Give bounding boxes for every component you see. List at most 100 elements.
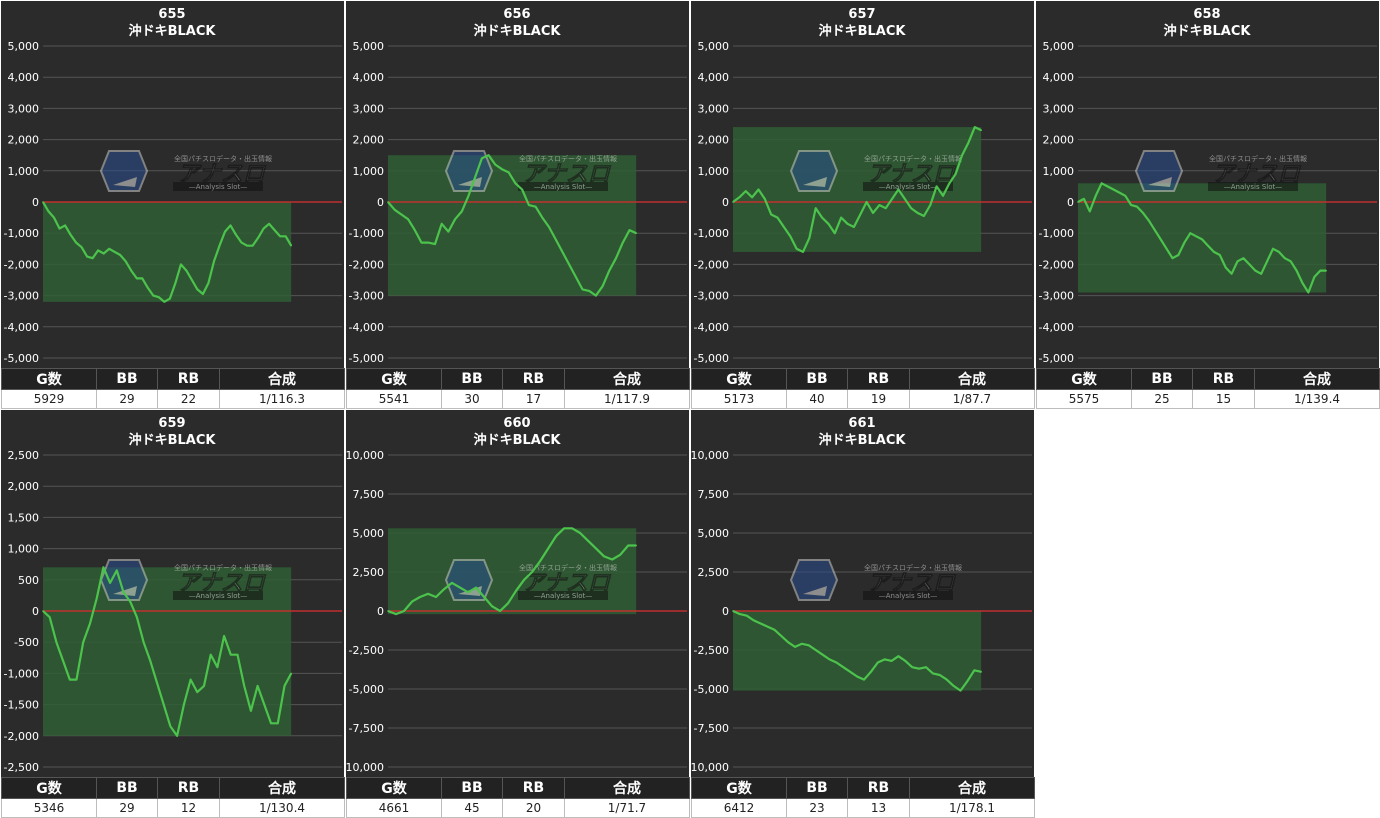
machine-number: 659 — [158, 416, 185, 431]
data-point — [842, 666, 845, 668]
logo-swoosh-icon — [113, 177, 137, 187]
data-point — [162, 703, 165, 706]
series-points — [1077, 182, 1327, 294]
series-line — [387, 527, 637, 616]
data-point — [523, 579, 525, 581]
data-point — [124, 260, 127, 263]
data-point — [180, 263, 182, 266]
data-point — [434, 243, 436, 245]
y-tick-label: -5,000 — [694, 352, 729, 365]
data-point — [122, 591, 125, 594]
stats-header: RB — [847, 777, 910, 799]
data-point — [808, 237, 811, 239]
machine-panel-656: 656 沖ドキBLACK 5,000 4,000 3,000 2,000 1,000 0 -1,… — [346, 1, 690, 409]
data-point — [169, 725, 172, 728]
data-point — [251, 244, 254, 247]
data-point — [828, 658, 831, 661]
y-tick-label: -4,000 — [4, 321, 39, 334]
data-point — [393, 209, 396, 211]
data-point — [1124, 194, 1127, 197]
data-point — [1165, 248, 1168, 250]
data-point — [435, 596, 437, 598]
data-point — [119, 254, 122, 256]
stats-header: G数 — [691, 368, 787, 390]
data-point — [47, 210, 50, 213]
data-point — [400, 213, 403, 216]
data-point — [773, 628, 776, 631]
data-point — [1094, 194, 1097, 197]
logo-swoosh-icon — [1148, 177, 1172, 187]
y-tick-label: -2,000 — [4, 258, 39, 271]
machine-name: 沖ドキBLACK — [129, 432, 217, 448]
data-point — [411, 600, 413, 603]
stats-header: 合成 — [219, 368, 345, 390]
data-point — [427, 241, 430, 244]
y-tick-label: -2,000 — [4, 730, 39, 743]
y-tick-label: -2,500 — [694, 644, 729, 657]
data-point — [1278, 251, 1280, 253]
data-point — [1230, 272, 1233, 275]
data-point — [108, 248, 110, 250]
data-point — [865, 201, 868, 203]
bb-value: 29 — [96, 389, 158, 409]
data-point — [528, 204, 530, 206]
data-point — [859, 213, 862, 216]
data-point — [561, 251, 564, 253]
data-point — [932, 672, 934, 675]
data-point — [229, 224, 232, 227]
data-point — [191, 279, 193, 281]
games-value: 4661 — [346, 798, 442, 818]
data-point — [115, 569, 118, 572]
bb-value: 30 — [441, 389, 503, 409]
machine-number: 656 — [503, 7, 530, 22]
data-point — [615, 257, 617, 259]
data-point — [414, 229, 416, 231]
data-point — [757, 188, 760, 191]
data-point — [849, 671, 851, 673]
y-tick-label: -2,500 — [349, 644, 384, 657]
y-tick-label: -4,000 — [694, 321, 729, 334]
data-point — [129, 600, 131, 603]
data-point — [91, 257, 94, 259]
data-point — [776, 216, 779, 219]
y-tick-label: 5,000 — [353, 40, 385, 53]
y-tick-label: -3,000 — [694, 290, 729, 303]
data-point — [235, 233, 237, 236]
combined-rate-value: 1/117.9 — [564, 389, 690, 409]
watermark-sub: —Analysis Slot— — [1224, 183, 1282, 191]
data-point — [102, 252, 105, 255]
bb-value: 25 — [1131, 389, 1193, 409]
data-point — [459, 586, 461, 589]
y-tick-label: -2,500 — [4, 761, 39, 774]
data-point — [102, 566, 105, 569]
machine-name: 沖ドキBLACK — [474, 23, 562, 39]
data-point — [808, 644, 810, 647]
stats-header: 合成 — [564, 777, 690, 799]
series-points — [732, 610, 982, 692]
data-point — [443, 588, 445, 590]
data-point — [878, 204, 881, 206]
stats-header: RB — [502, 777, 565, 799]
rb-value: 13 — [847, 798, 910, 818]
data-point — [58, 227, 61, 230]
stats-header: BB — [786, 368, 848, 390]
data-point — [80, 246, 83, 249]
machine-name: 沖ドキBLACK — [1164, 23, 1252, 39]
data-point — [1284, 257, 1286, 259]
watermark-tagline: 全国パチスロデータ・出玉情報 — [1209, 154, 1307, 163]
data-point — [257, 237, 259, 239]
y-tick-label: 2,500 — [8, 449, 40, 462]
watermark-tagline: 全国パチスロデータ・出玉情報 — [519, 154, 617, 163]
data-point — [563, 527, 565, 530]
data-point — [635, 544, 637, 547]
data-point — [1201, 238, 1203, 241]
data-point — [494, 163, 497, 166]
y-tick-label: -5,000 — [1039, 352, 1074, 365]
data-point — [967, 141, 970, 144]
data-point — [1130, 204, 1132, 206]
